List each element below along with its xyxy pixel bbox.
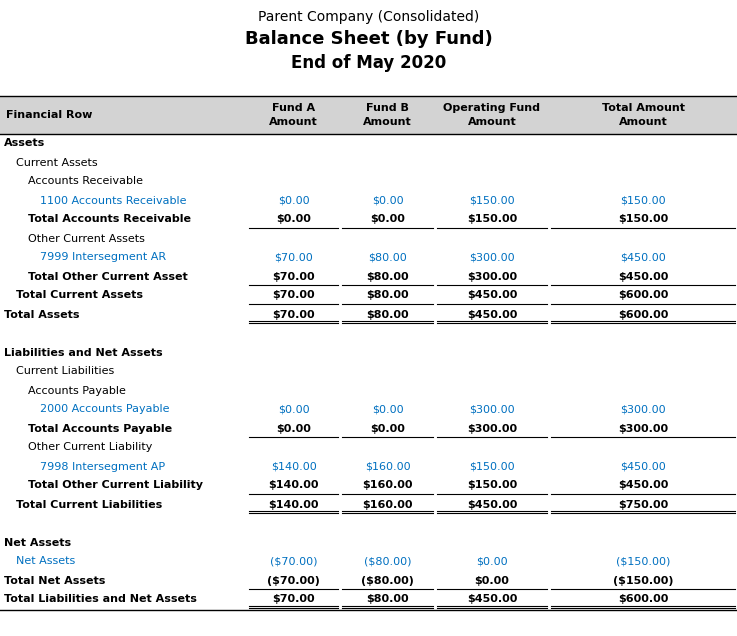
Text: Net Assets: Net Assets xyxy=(4,537,71,548)
Text: $80.00: $80.00 xyxy=(366,595,409,604)
Text: Net Assets: Net Assets xyxy=(16,556,75,567)
Text: $600.00: $600.00 xyxy=(618,595,668,604)
Text: $300.00: $300.00 xyxy=(618,424,668,434)
Text: $300.00: $300.00 xyxy=(467,424,517,434)
Text: Total Other Current Liability: Total Other Current Liability xyxy=(28,481,203,490)
Text: 7998 Intersegment AP: 7998 Intersegment AP xyxy=(40,462,165,471)
Text: $0.00: $0.00 xyxy=(475,576,509,586)
Text: $140.00: $140.00 xyxy=(268,481,319,490)
Text: 2000 Accounts Payable: 2000 Accounts Payable xyxy=(40,404,170,415)
Text: $140.00: $140.00 xyxy=(268,499,319,509)
Text: $80.00: $80.00 xyxy=(366,272,409,282)
Text: $150.00: $150.00 xyxy=(618,214,668,225)
Text: ($70.00): ($70.00) xyxy=(270,556,318,567)
Text: $600.00: $600.00 xyxy=(618,291,668,300)
Text: $70.00: $70.00 xyxy=(273,291,315,300)
Text: Total Current Liabilities: Total Current Liabilities xyxy=(16,499,162,509)
Text: Balance Sheet (by Fund): Balance Sheet (by Fund) xyxy=(245,30,492,48)
Text: Total Accounts Receivable: Total Accounts Receivable xyxy=(28,214,191,225)
Text: Operating Fund
Amount: Operating Fund Amount xyxy=(444,104,540,127)
Text: $70.00: $70.00 xyxy=(273,595,315,604)
Text: $450.00: $450.00 xyxy=(618,481,668,490)
Text: Total Other Current Asset: Total Other Current Asset xyxy=(28,272,188,282)
Text: $160.00: $160.00 xyxy=(363,481,413,490)
Text: ($70.00): ($70.00) xyxy=(268,576,320,586)
Text: $160.00: $160.00 xyxy=(363,499,413,509)
Text: $70.00: $70.00 xyxy=(273,310,315,319)
Text: $0.00: $0.00 xyxy=(372,404,403,415)
Text: $450.00: $450.00 xyxy=(467,595,517,604)
Text: ($80.00): ($80.00) xyxy=(361,576,414,586)
Text: $0.00: $0.00 xyxy=(276,424,311,434)
Text: $0.00: $0.00 xyxy=(278,195,310,205)
Text: Total Accounts Payable: Total Accounts Payable xyxy=(28,424,172,434)
Text: $80.00: $80.00 xyxy=(368,252,407,263)
Text: Accounts Payable: Accounts Payable xyxy=(28,385,126,396)
Text: ($150.00): ($150.00) xyxy=(612,576,674,586)
Text: $140.00: $140.00 xyxy=(270,462,317,471)
Text: $70.00: $70.00 xyxy=(273,272,315,282)
Text: ($150.00): ($150.00) xyxy=(616,556,670,567)
Text: $450.00: $450.00 xyxy=(467,310,517,319)
Text: $150.00: $150.00 xyxy=(469,462,514,471)
Text: Total Liabilities and Net Assets: Total Liabilities and Net Assets xyxy=(4,595,197,604)
Text: $0.00: $0.00 xyxy=(370,424,405,434)
Text: Current Assets: Current Assets xyxy=(16,158,97,167)
Text: Liabilities and Net Assets: Liabilities and Net Assets xyxy=(4,347,163,357)
Text: Other Current Assets: Other Current Assets xyxy=(28,233,145,244)
Text: $150.00: $150.00 xyxy=(469,195,514,205)
Text: $80.00: $80.00 xyxy=(366,291,409,300)
Text: $300.00: $300.00 xyxy=(469,252,514,263)
Text: $150.00: $150.00 xyxy=(621,195,666,205)
Text: Total Net Assets: Total Net Assets xyxy=(4,576,105,586)
Text: $450.00: $450.00 xyxy=(620,462,666,471)
Bar xyxy=(0,96,737,134)
Text: 7999 Intersegment AR: 7999 Intersegment AR xyxy=(40,252,166,263)
Text: $150.00: $150.00 xyxy=(467,214,517,225)
Text: Accounts Receivable: Accounts Receivable xyxy=(28,177,143,186)
Text: $150.00: $150.00 xyxy=(467,481,517,490)
Text: Current Liabilities: Current Liabilities xyxy=(16,366,114,377)
Text: Total Amount
Amount: Total Amount Amount xyxy=(601,104,685,127)
Text: $80.00: $80.00 xyxy=(366,310,409,319)
Text: ($80.00): ($80.00) xyxy=(364,556,411,567)
Text: $300.00: $300.00 xyxy=(467,272,517,282)
Text: Total Assets: Total Assets xyxy=(4,310,80,319)
Text: $0.00: $0.00 xyxy=(476,556,508,567)
Text: $0.00: $0.00 xyxy=(370,214,405,225)
Text: $70.00: $70.00 xyxy=(274,252,313,263)
Text: $450.00: $450.00 xyxy=(467,499,517,509)
Text: $750.00: $750.00 xyxy=(618,499,668,509)
Text: $450.00: $450.00 xyxy=(620,252,666,263)
Text: $0.00: $0.00 xyxy=(276,214,311,225)
Text: Financial Row: Financial Row xyxy=(6,110,92,120)
Text: $160.00: $160.00 xyxy=(365,462,411,471)
Text: $450.00: $450.00 xyxy=(618,272,668,282)
Text: End of May 2020: End of May 2020 xyxy=(291,54,446,72)
Text: Total Current Assets: Total Current Assets xyxy=(16,291,143,300)
Text: $300.00: $300.00 xyxy=(469,404,514,415)
Text: Parent Company (Consolidated): Parent Company (Consolidated) xyxy=(258,10,479,24)
Text: Fund A
Amount: Fund A Amount xyxy=(269,104,318,127)
Text: Assets: Assets xyxy=(4,139,45,148)
Text: $0.00: $0.00 xyxy=(278,404,310,415)
Text: Fund B
Amount: Fund B Amount xyxy=(363,104,412,127)
Text: $600.00: $600.00 xyxy=(618,310,668,319)
Text: $300.00: $300.00 xyxy=(621,404,666,415)
Text: $450.00: $450.00 xyxy=(467,291,517,300)
Text: Other Current Liability: Other Current Liability xyxy=(28,443,153,452)
Text: 1100 Accounts Receivable: 1100 Accounts Receivable xyxy=(40,195,186,205)
Text: $0.00: $0.00 xyxy=(372,195,403,205)
